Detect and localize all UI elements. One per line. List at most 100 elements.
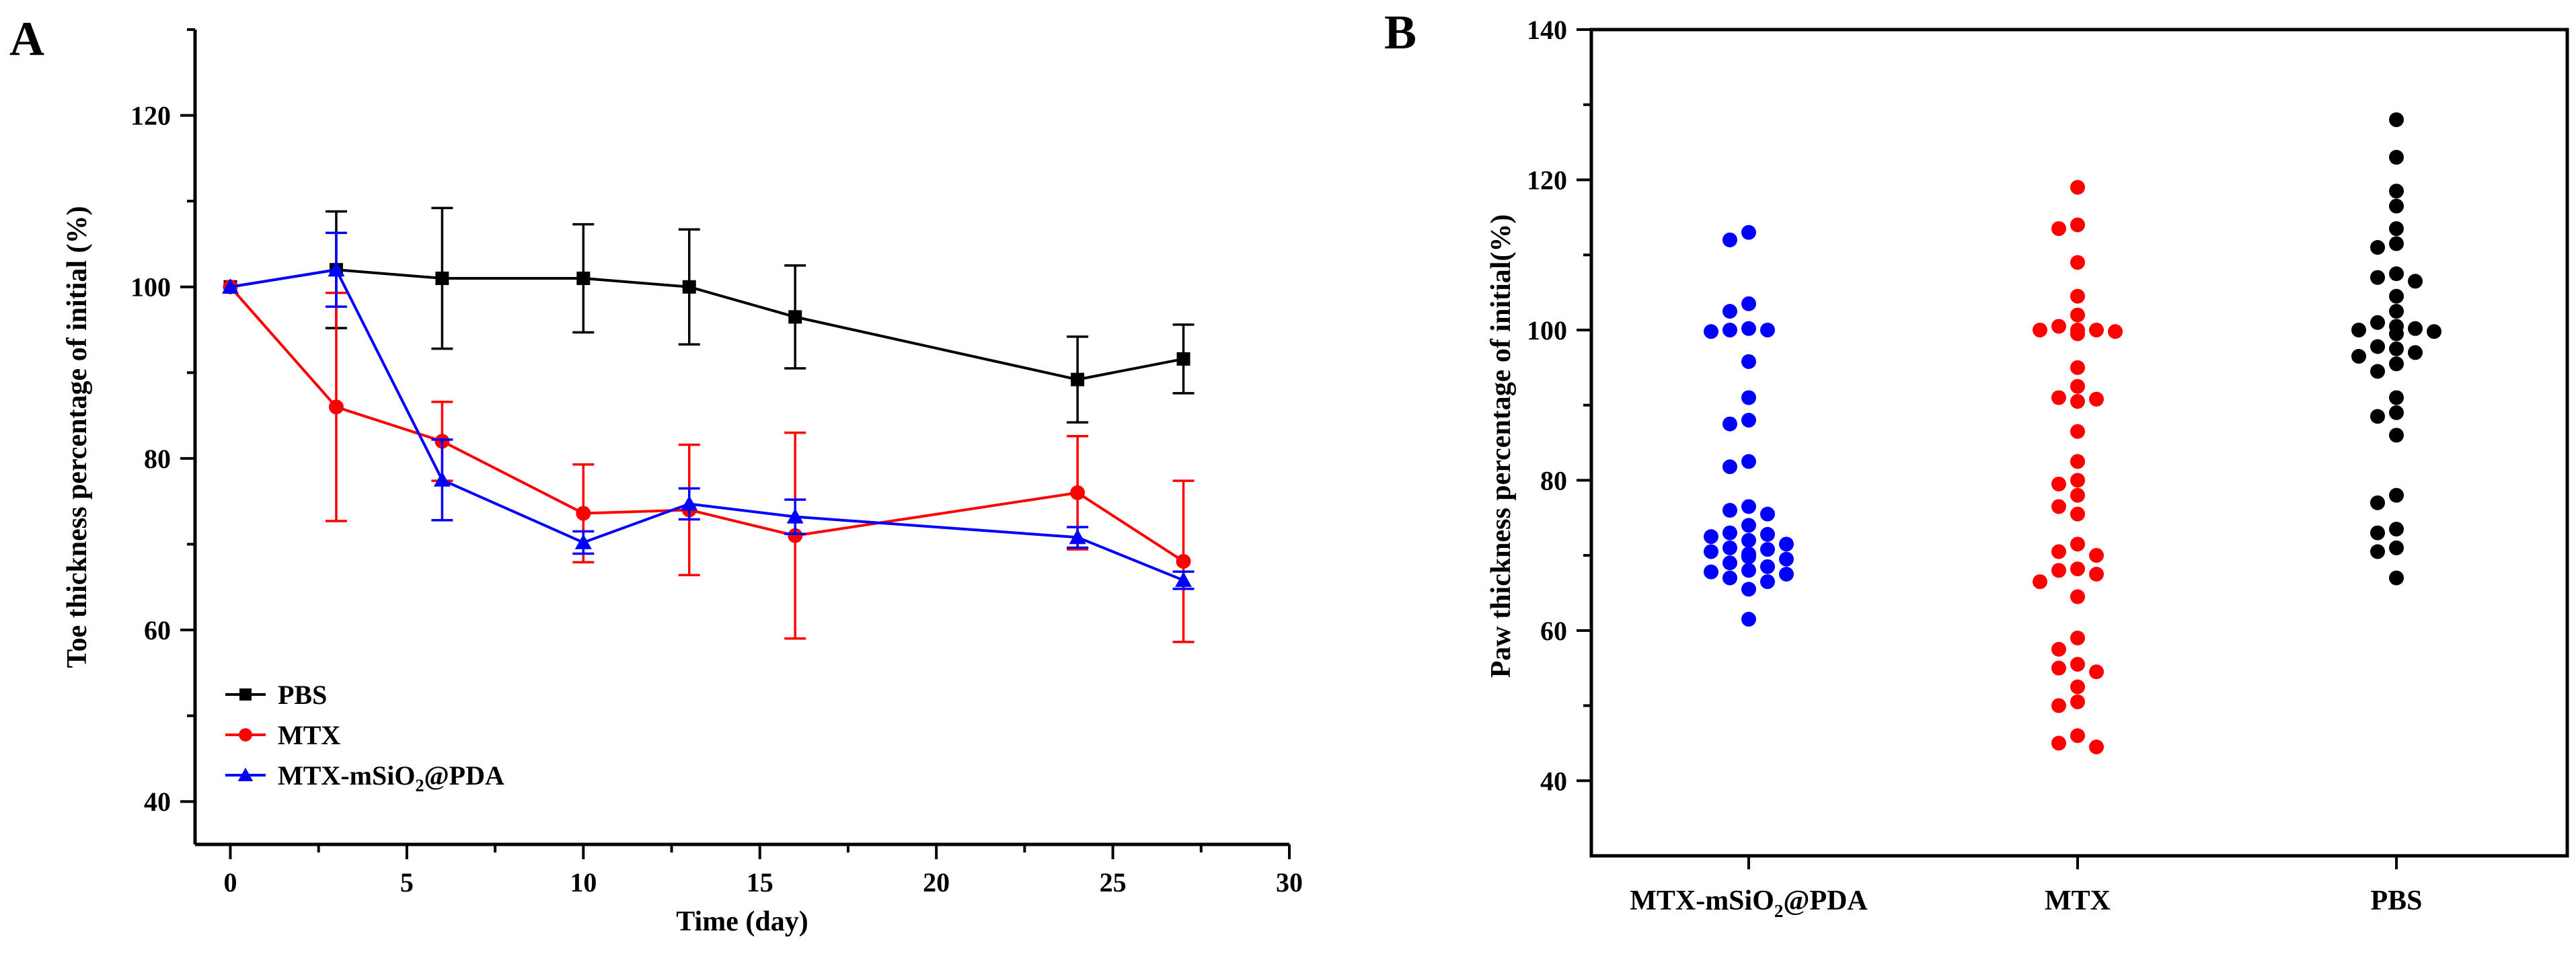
scatter-point	[2089, 322, 2104, 337]
group-1	[2033, 180, 2123, 754]
scatter-point	[2070, 307, 2085, 323]
scatter-point	[2370, 525, 2385, 541]
y-tick-label: 40	[144, 787, 171, 817]
panel-a-letter: A	[9, 12, 44, 66]
data-point	[786, 508, 804, 524]
scatter-point	[2070, 561, 2085, 577]
scatter-point	[2051, 698, 2066, 713]
scatter-point	[1741, 499, 1756, 514]
y-tick-label: 80	[144, 444, 171, 474]
scatter-point	[2051, 641, 2066, 657]
legend-label: MTX	[278, 720, 340, 750]
scatter-point	[2351, 349, 2366, 364]
x-tick-label: 5	[400, 867, 414, 898]
scatter-point	[2408, 345, 2423, 360]
x-tick-label: 10	[570, 867, 597, 898]
y-tick-label: 60	[1540, 616, 1567, 646]
scatter-point	[2070, 394, 2085, 409]
scatter-point	[2051, 390, 2066, 405]
scatter-point	[2070, 424, 2085, 439]
scatter-point	[2070, 589, 2085, 604]
scatter-point	[2389, 405, 2404, 420]
scatter-point	[1722, 525, 1737, 541]
chart-a: 40 60 80 100 120 0 5 10 15 20 25 30 Time (day) Toe th…	[62, 28, 1303, 937]
x-axis-label: Time (day)	[676, 906, 808, 937]
scatter-point	[1722, 503, 1737, 518]
series-line	[230, 268, 1184, 582]
y-tick-label: 100	[130, 272, 171, 303]
scatter-point	[2370, 270, 2385, 285]
scatter-point	[2070, 536, 2085, 552]
scatter-point	[2070, 326, 2085, 342]
data-point	[1176, 352, 1190, 366]
scatter-point	[2051, 221, 2066, 237]
scatter-point	[2051, 544, 2066, 559]
scatter-point	[1704, 564, 1718, 580]
data-point	[1175, 571, 1192, 588]
y-tick-label: 80	[1540, 465, 1567, 495]
series-2	[221, 231, 1195, 590]
scatter-point	[2389, 221, 2404, 237]
scatter-point	[1779, 536, 1794, 552]
scatter-point	[2070, 473, 2085, 488]
scatter-point	[1741, 354, 1756, 369]
y-tick-label: 40	[1540, 766, 1567, 796]
x-tick-label: 15	[747, 867, 773, 898]
series-line	[229, 286, 1184, 563]
scatter-point	[2389, 236, 2404, 251]
scatter-point	[2070, 180, 2085, 195]
scatter-point	[1779, 551, 1794, 567]
x-tick-label: 20	[923, 867, 950, 898]
scatter-point	[2051, 736, 2066, 751]
scatter-point	[1722, 416, 1737, 432]
scatter-point	[2070, 506, 2085, 522]
scatter-point	[2033, 574, 2047, 590]
scatter-point	[2070, 379, 2085, 394]
scatter-point	[1760, 559, 1775, 574]
series-0	[223, 206, 1195, 424]
data-point	[576, 271, 591, 285]
scatter-point	[2089, 391, 2104, 407]
scatter-point	[2370, 409, 2385, 424]
legend-marker	[239, 728, 252, 742]
x-tick-label: 25	[1100, 867, 1127, 898]
x-tick-label: 0	[223, 867, 237, 898]
scatter-point	[2089, 739, 2104, 754]
data-point	[788, 310, 802, 324]
scatter-point	[2408, 321, 2423, 336]
scatter-point	[1741, 518, 1756, 533]
scatter-point	[1760, 526, 1775, 542]
scatter-point	[2370, 240, 2385, 255]
y-tick-label: 100	[1527, 315, 1567, 346]
scatter-point	[2070, 728, 2085, 744]
scatter-point	[2389, 112, 2404, 128]
data-point	[328, 261, 345, 277]
y-tick-label: 120	[1527, 165, 1567, 195]
series-line	[230, 268, 1184, 381]
scatter-point	[2389, 341, 2404, 356]
scatter-point	[1741, 582, 1756, 597]
scatter-point	[2070, 360, 2085, 375]
scatter-point	[1722, 555, 1737, 571]
y-tick-label: 120	[130, 101, 171, 131]
scatter-point	[2389, 303, 2404, 319]
scatter-point	[1722, 459, 1737, 475]
legend-marker	[239, 688, 252, 701]
scatter-point	[1722, 322, 1737, 337]
data-point	[435, 271, 449, 285]
scatter-point	[2389, 288, 2404, 304]
scatter-point	[1704, 324, 1718, 340]
legend-label: MTX-mSiO2@PDA	[278, 760, 504, 795]
scatter-point	[2070, 679, 2085, 694]
scatter-point	[2370, 364, 2385, 379]
scatter-point	[1741, 454, 1756, 469]
scatter-point	[2389, 149, 2404, 165]
scatter-point	[2389, 198, 2404, 214]
category-label: PBS	[2370, 885, 2422, 916]
scatter-point	[2033, 322, 2047, 337]
data-point	[576, 506, 591, 521]
scatter-point	[1741, 549, 1756, 565]
data-point	[221, 278, 239, 294]
scatter-point	[1704, 544, 1718, 559]
scatter-point	[1741, 296, 1756, 311]
